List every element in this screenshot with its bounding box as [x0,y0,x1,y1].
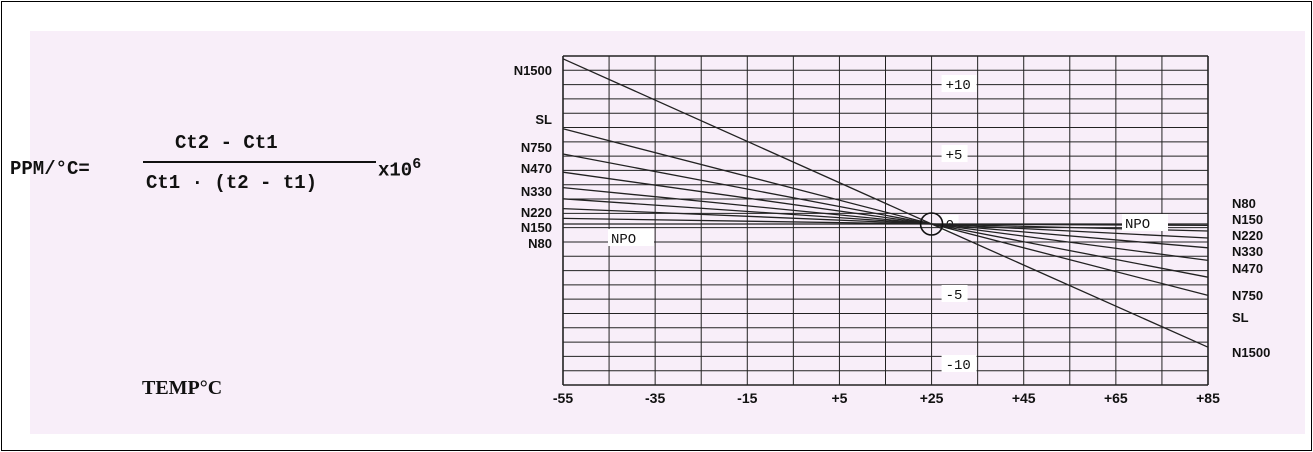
ppm-formula: PPM/°C= Ct2 - Ct1 Ct1 · (t2 - t1) x106 [10,132,470,242]
formula-exponent: 6 [412,156,422,173]
series-label-right-n330: N330 [1232,244,1263,259]
series-label-right-n1500: N1500 [1232,345,1270,360]
x-tick-label: -55 [553,390,573,406]
formula-multiplier-base: x10 [378,159,413,182]
y-tick-box [941,75,977,92]
series-label-left-n330: N330 [521,184,552,199]
series-label-right-n750: N750 [1232,288,1263,303]
series-label-left-npo: NPO [611,232,636,248]
formula-numerator: Ct2 - Ct1 [175,132,278,154]
series-label-right-n220: N220 [1232,228,1263,243]
y-tick-label: -5 [946,288,963,304]
series-label-right-n470: N470 [1232,261,1263,276]
formula-fraction-bar [143,161,376,163]
center-circle [919,212,944,236]
x-tick-label: -35 [645,390,665,406]
x-tick-label: +85 [1196,390,1220,406]
series-label-right-n80: N80 [1232,196,1256,211]
x-tick-label: +65 [1104,390,1128,406]
y-tick-label: +10 [946,78,971,94]
series-label-left-n150: N150 [521,220,552,235]
series-label-left-n1500: N1500 [514,63,552,78]
y-tick-box [941,145,968,162]
temp-axis-label: TEMP°C [142,377,223,399]
x-tick-label: +45 [1012,390,1036,406]
y-tick-box [941,285,968,302]
y-tick-box [941,355,977,372]
x-tick-label: +25 [920,390,944,406]
formula-lhs: PPM/°C= [10,158,90,180]
series-label-left-n750: N750 [521,140,552,155]
formula-multiplier: x106 [378,156,421,181]
x-tick-label: +5 [831,390,847,406]
formula-denominator: Ct1 · (t2 - t1) [146,172,318,194]
series-label-right-npo: NPO [1125,217,1150,233]
series-label-right-sl: SL [1232,310,1249,325]
series-label-right-n150: N150 [1232,212,1263,227]
series-label-left-sl: SL [535,112,552,127]
y-tick-label: +5 [946,148,963,164]
npo-right-box [1122,214,1168,231]
y-tick-label: -10 [946,358,971,374]
series-label-left-n80: N80 [528,236,552,251]
series-label-left-n470: N470 [521,161,552,176]
npo-left-box [608,229,654,246]
x-tick-label: -15 [737,390,757,406]
series-label-left-n220: N220 [521,205,552,220]
